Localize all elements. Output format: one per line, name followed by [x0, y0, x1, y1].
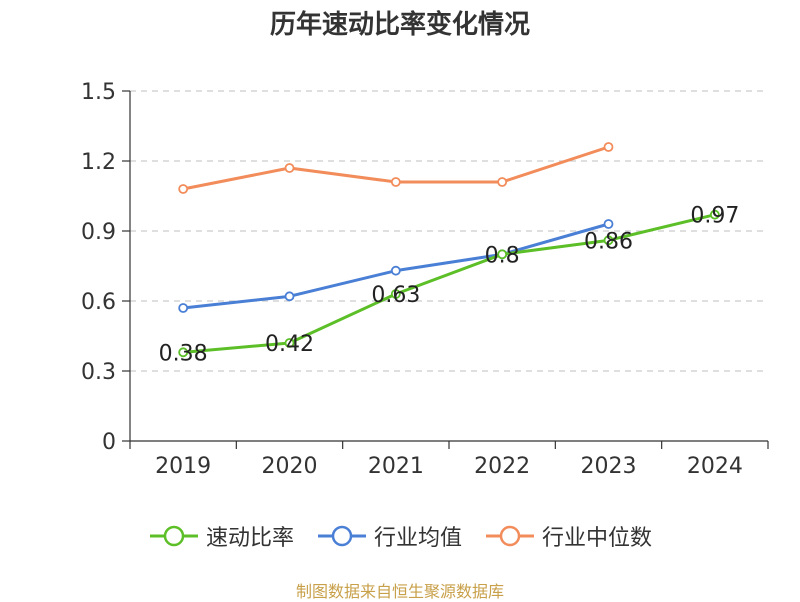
data-point [603, 235, 614, 246]
series-line [183, 213, 716, 354]
data-point [390, 177, 401, 187]
legend-marker-icon [317, 525, 366, 547]
legend-label: 速动比率 [205, 526, 294, 551]
data-point [178, 184, 189, 194]
data-point [390, 265, 401, 276]
x-tick-label: 2024 [687, 454, 743, 479]
y-tick-label: 1.5 [81, 80, 116, 105]
y-tick-label: 0.3 [81, 360, 116, 385]
legend-item[interactable]: 速动比率 [148, 520, 294, 552]
x-tick-label: 2021 [368, 454, 424, 479]
data-point [390, 289, 401, 299]
data-label: 0.8 [485, 243, 520, 268]
data-label: 0.63 [371, 283, 420, 308]
legend-item[interactable]: 行业均值 [316, 520, 462, 552]
legend-item[interactable]: 行业中位数 [484, 520, 652, 552]
legend-marker-icon [486, 525, 534, 547]
x-tick-label: 2020 [262, 454, 318, 479]
y-tick-label: 0.9 [81, 220, 116, 245]
data-point [497, 249, 508, 260]
data-label: 0.38 [159, 341, 208, 366]
y-tick-label: 0.6 [81, 290, 116, 315]
data-label: 0.42 [265, 332, 314, 357]
data-point [284, 163, 295, 173]
data-source-note: 制图数据来自恒生聚源数据库 [295, 582, 504, 601]
chart-legend: 速动比率 行业均值 行业中位数 [0, 520, 800, 552]
legend-label: 行业均值 [373, 526, 462, 551]
data-point [497, 177, 508, 187]
x-tick-label: 2022 [474, 454, 530, 479]
legend-label: 行业中位数 [542, 526, 653, 551]
y-tick-label: 1.2 [81, 150, 116, 175]
data-point [603, 142, 614, 152]
data-label: 0.86 [584, 229, 633, 254]
data-point [178, 347, 189, 358]
data-point [178, 303, 189, 313]
x-tick-label: 2023 [581, 454, 637, 479]
data-point [284, 338, 295, 348]
y-tick-label: 0 [102, 430, 116, 455]
chart-title: 历年速动比率变化情况 [269, 10, 530, 40]
data-point [284, 291, 295, 302]
data-point [603, 219, 614, 229]
data-label: 0.97 [690, 204, 739, 229]
data-point [709, 209, 720, 220]
legend-marker-icon [149, 525, 198, 547]
x-tick-label: 2019 [155, 454, 211, 479]
